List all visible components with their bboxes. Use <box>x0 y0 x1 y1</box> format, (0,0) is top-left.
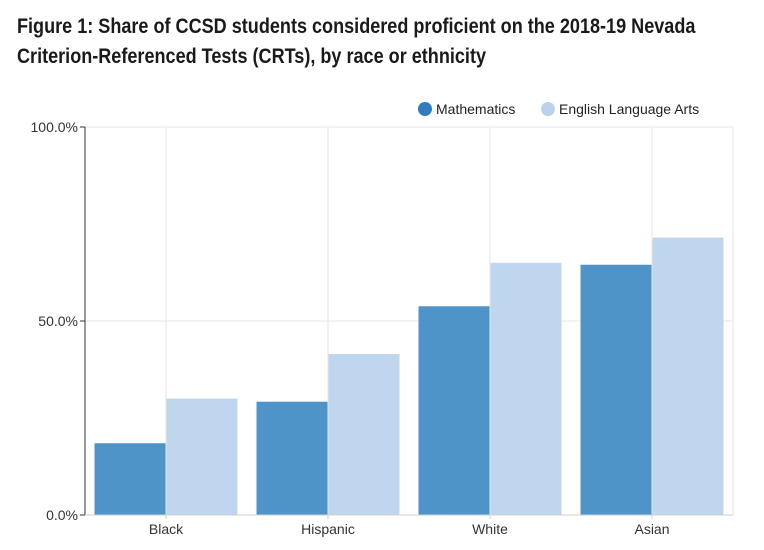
x-tick-labels: Black Hispanic White Asian <box>149 515 670 537</box>
x-tick-label: Black <box>149 521 184 537</box>
chart-title-line-1: Figure 1: Share of CCSD students conside… <box>17 15 696 38</box>
x-tick-label: White <box>472 521 508 537</box>
bar-mathematics-asian <box>580 264 652 515</box>
bar-english-language-arts-hispanic <box>328 353 400 515</box>
axes <box>84 127 733 516</box>
y-tick-labels: 0.0% 50.0% 100.0% <box>31 119 78 523</box>
bar-mathematics-black <box>94 443 166 515</box>
y-tick-label: 0.0% <box>46 507 78 523</box>
legend-label-mathematics: Mathematics <box>436 101 515 117</box>
y-tick-label: 50.0% <box>38 313 78 329</box>
legend-marker-mathematics <box>418 102 432 116</box>
y-tick-label: 100.0% <box>31 119 78 135</box>
bar-english-language-arts-black <box>166 398 238 515</box>
chart-title-line-2: Criterion-Referenced Tests (CRTs), by ra… <box>17 45 487 68</box>
bar-mathematics-white <box>418 306 490 515</box>
chart-title: Figure 1: Share of CCSD students conside… <box>17 12 696 72</box>
x-tick-label: Hispanic <box>301 521 355 537</box>
legend-label-english-language-arts: English Language Arts <box>559 101 699 117</box>
bar-english-language-arts-white <box>490 262 562 515</box>
legend-marker-english-language-arts <box>541 102 555 116</box>
bar-english-language-arts-asian <box>652 237 724 515</box>
bar-mathematics-hispanic <box>256 401 328 515</box>
bars <box>94 237 724 515</box>
legend: Mathematics English Language Arts <box>418 101 699 117</box>
x-tick-label: Asian <box>634 521 669 537</box>
